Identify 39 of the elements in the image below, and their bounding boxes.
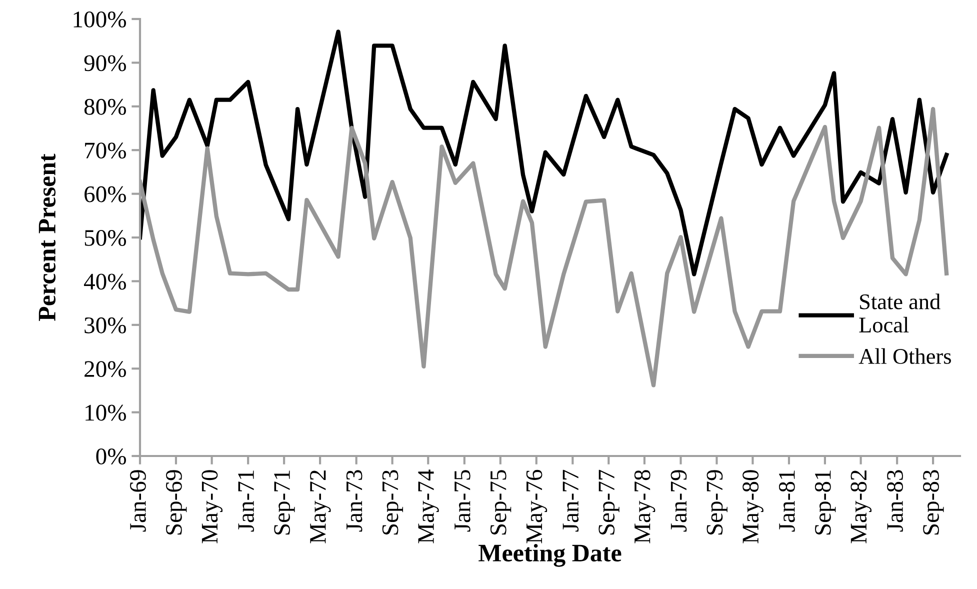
x-tick-label: Sep-79 [706, 470, 728, 535]
y-tick-label: 30% [84, 317, 126, 334]
x-tick-label: Jan-77 [562, 470, 579, 532]
x-tick-label: Sep-81 [814, 470, 836, 535]
x-tick-label: May-80 [742, 470, 764, 544]
y-axis-title: Percent Present [38, 154, 56, 321]
x-tick-label: May-76 [526, 470, 548, 544]
x-tick-label: Jan-83 [887, 470, 903, 532]
legend-label: All Others [858, 348, 951, 364]
y-tick-label: 0% [96, 448, 126, 464]
x-tick-label: Jan-81 [778, 470, 795, 532]
line-series [140, 30, 949, 276]
y-tick-label: 10% [86, 404, 126, 421]
x-tick-label: May-72 [310, 470, 331, 544]
y-tick-label: 70% [85, 142, 126, 159]
legend-label: State and Local [859, 294, 940, 333]
x-tick-label: Sep-83 [923, 470, 944, 535]
y-tick-label: 50% [84, 230, 126, 246]
x-tick-label: Jan-69 [130, 470, 146, 532]
x-tick-label: Sep-69 [166, 470, 187, 535]
y-tick-label: 90% [84, 55, 126, 72]
y-tick-label: 20% [84, 361, 126, 378]
x-tick-label: Sep-75 [490, 470, 512, 535]
y-tick-label: 40% [84, 274, 126, 290]
x-tick-label: Sep-77 [598, 470, 620, 535]
x-axis-title: Meeting Date [478, 544, 622, 567]
x-tick-label: May-70 [202, 470, 223, 544]
y-tick-label: 80% [84, 98, 126, 115]
x-tick-label: Jan-73 [346, 470, 362, 532]
x-tick-label: Sep-71 [274, 470, 295, 535]
y-tick-label: 100% [74, 11, 126, 28]
x-tick-label: Jan-79 [670, 470, 687, 532]
x-tick-label: Jan-71 [238, 470, 254, 532]
x-tick-label: May-74 [418, 470, 439, 544]
x-tick-label: May-78 [634, 470, 656, 544]
x-tick-label: May-82 [850, 470, 872, 544]
x-tick-label: Jan-75 [454, 470, 470, 532]
y-tick-label: 60% [84, 186, 126, 202]
x-tick-label: Sep-73 [382, 470, 404, 535]
